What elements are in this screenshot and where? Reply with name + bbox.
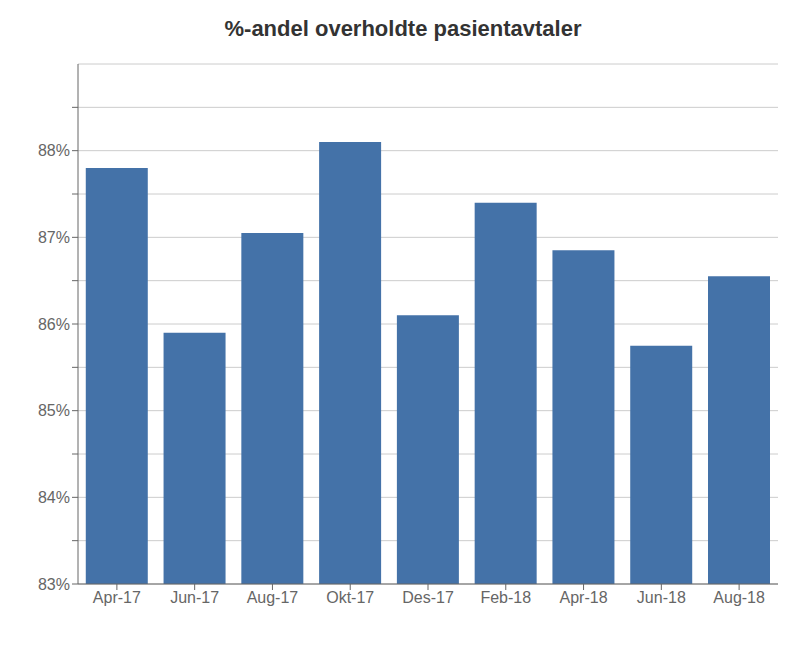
- svg-text:87%: 87%: [38, 229, 70, 246]
- svg-text:84%: 84%: [38, 489, 70, 506]
- svg-text:Feb-18: Feb-18: [480, 589, 531, 606]
- svg-text:Okt-17: Okt-17: [326, 589, 374, 606]
- svg-text:Des-17: Des-17: [402, 589, 454, 606]
- svg-text:88%: 88%: [38, 142, 70, 159]
- svg-text:86%: 86%: [38, 316, 70, 333]
- svg-text:Jun-17: Jun-17: [170, 589, 219, 606]
- svg-text:Jun-18: Jun-18: [637, 589, 686, 606]
- html-text:%-andel overholdte pasientavta: %-andel overholdte pasientavtaler: [224, 16, 582, 41]
- svg-text:83%: 83%: [38, 576, 70, 593]
- svg-text:Aug-18: Aug-18: [713, 589, 765, 606]
- svg-text:Apr-18: Apr-18: [560, 589, 608, 606]
- svg-text:85%: 85%: [38, 402, 70, 419]
- svg-text:Apr-17: Apr-17: [93, 589, 141, 606]
- svg-text:Aug-17: Aug-17: [247, 589, 299, 606]
